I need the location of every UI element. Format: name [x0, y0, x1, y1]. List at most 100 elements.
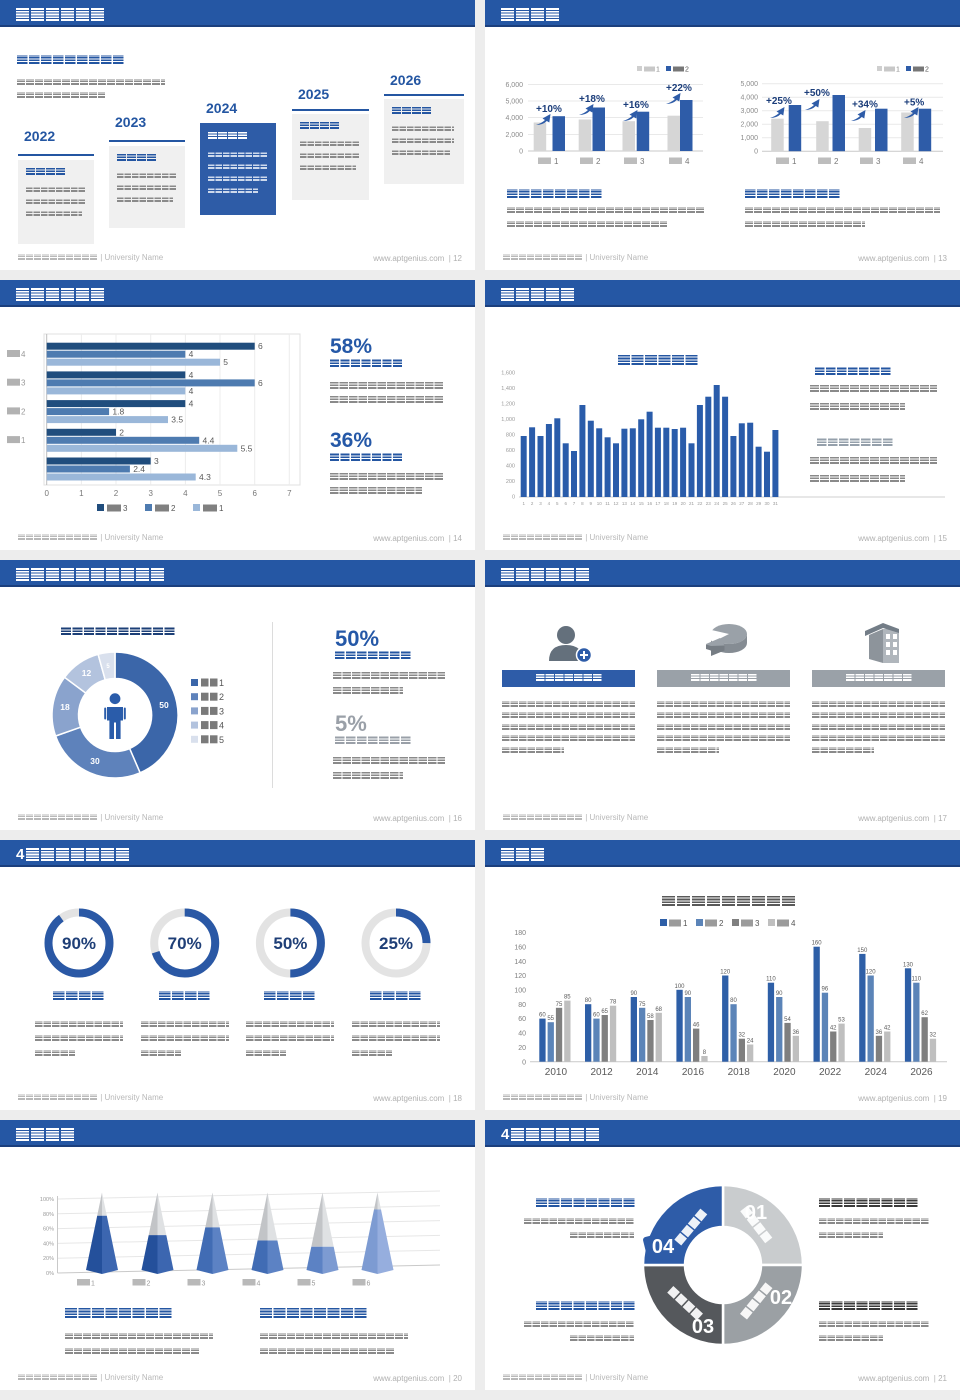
- svg-text:10: 10: [597, 501, 603, 506]
- svg-text:150: 150: [857, 948, 868, 954]
- svg-text:42: 42: [884, 1026, 891, 1032]
- svg-text:110: 110: [766, 977, 776, 983]
- svg-text:3: 3: [755, 919, 760, 928]
- svg-text:16: 16: [647, 501, 653, 506]
- svg-text:+18%: +18%: [579, 94, 605, 105]
- svg-text:0: 0: [522, 1059, 526, 1066]
- svg-text:2018: 2018: [728, 1067, 751, 1078]
- svg-text:+5%: +5%: [904, 98, 924, 109]
- svg-text:1,000: 1,000: [740, 135, 758, 142]
- svg-text:4: 4: [919, 157, 924, 166]
- svg-text:80: 80: [518, 1002, 526, 1009]
- svg-text:65: 65: [601, 1009, 608, 1015]
- svg-text:1,600: 1,600: [501, 371, 515, 377]
- svg-text:3,000: 3,000: [740, 108, 758, 115]
- svg-text:2: 2: [685, 67, 689, 74]
- svg-text:2022: 2022: [819, 1067, 842, 1078]
- svg-text:2: 2: [719, 919, 724, 928]
- svg-text:9: 9: [590, 501, 593, 506]
- svg-text:+50%: +50%: [804, 88, 830, 99]
- svg-text:50%: 50%: [273, 934, 307, 953]
- svg-text:1: 1: [79, 489, 84, 498]
- svg-text:3: 3: [123, 504, 128, 513]
- svg-text:2: 2: [925, 67, 929, 74]
- svg-text:130: 130: [903, 962, 914, 968]
- svg-text:50: 50: [159, 700, 169, 710]
- svg-text:90%: 90%: [62, 934, 96, 953]
- svg-text:4: 4: [219, 721, 224, 731]
- svg-text:42: 42: [830, 1026, 837, 1032]
- svg-text:120: 120: [514, 973, 526, 980]
- svg-text:23: 23: [706, 501, 712, 506]
- svg-text:80: 80: [585, 998, 592, 1004]
- svg-text:800: 800: [506, 433, 515, 439]
- svg-text:4: 4: [183, 489, 188, 498]
- svg-text:0: 0: [44, 489, 49, 498]
- svg-text:12: 12: [613, 501, 619, 506]
- svg-text:68: 68: [655, 1007, 662, 1013]
- svg-text:2: 2: [147, 1281, 151, 1288]
- svg-text:160: 160: [812, 941, 823, 947]
- svg-text:3.5: 3.5: [171, 415, 183, 425]
- svg-text:27: 27: [739, 501, 745, 506]
- svg-text:36: 36: [876, 1030, 883, 1036]
- svg-text:96: 96: [822, 987, 829, 993]
- svg-text:7: 7: [287, 489, 292, 498]
- svg-text:25: 25: [723, 501, 729, 506]
- svg-text:60: 60: [539, 1013, 546, 1019]
- svg-text:5: 5: [556, 501, 559, 506]
- svg-text:60: 60: [518, 1016, 526, 1023]
- svg-text:3: 3: [154, 456, 159, 466]
- svg-text:24: 24: [714, 501, 720, 506]
- svg-text:5,000: 5,000: [505, 99, 523, 106]
- svg-text:8: 8: [703, 1050, 707, 1056]
- svg-text:4: 4: [189, 349, 194, 359]
- svg-text:6: 6: [367, 1281, 371, 1288]
- svg-text:4: 4: [791, 919, 796, 928]
- svg-text:46: 46: [693, 1023, 700, 1029]
- svg-text:5,000: 5,000: [740, 81, 758, 88]
- svg-text:2: 2: [171, 504, 176, 513]
- svg-text:1: 1: [522, 501, 525, 506]
- svg-text:400: 400: [506, 464, 515, 470]
- svg-text:3: 3: [539, 501, 542, 506]
- svg-text:5: 5: [106, 664, 110, 670]
- svg-text:2010: 2010: [545, 1067, 568, 1078]
- svg-text:3: 3: [202, 1281, 206, 1288]
- svg-text:6: 6: [564, 501, 567, 506]
- svg-text:3: 3: [219, 706, 224, 716]
- svg-text:7: 7: [573, 501, 576, 506]
- svg-text:2: 2: [114, 489, 119, 498]
- svg-text:2020: 2020: [773, 1067, 796, 1078]
- svg-text:54: 54: [784, 1017, 791, 1023]
- svg-text:80: 80: [730, 998, 737, 1004]
- svg-text:04: 04: [652, 1236, 675, 1258]
- svg-text:1.8: 1.8: [112, 407, 124, 417]
- svg-text:12: 12: [82, 668, 92, 678]
- svg-text:1,200: 1,200: [501, 402, 515, 408]
- svg-text:6: 6: [258, 378, 263, 388]
- svg-text:600: 600: [506, 448, 515, 454]
- svg-text:30: 30: [764, 501, 770, 506]
- svg-text:3: 3: [640, 157, 645, 166]
- svg-text:5: 5: [219, 735, 224, 745]
- svg-text:62: 62: [921, 1011, 928, 1017]
- svg-text:75: 75: [556, 1002, 563, 1008]
- svg-text:1: 1: [792, 157, 797, 166]
- svg-text:4: 4: [189, 370, 194, 380]
- svg-text:2: 2: [834, 157, 839, 166]
- svg-text:85: 85: [564, 995, 571, 1001]
- svg-text:4: 4: [257, 1281, 261, 1288]
- svg-text:17: 17: [655, 501, 661, 506]
- svg-text:160: 160: [514, 944, 526, 951]
- svg-text:100: 100: [514, 988, 526, 995]
- svg-text:5: 5: [218, 489, 223, 498]
- svg-text:6: 6: [258, 341, 263, 351]
- svg-text:19: 19: [672, 501, 678, 506]
- svg-text:78: 78: [610, 1000, 617, 1006]
- svg-text:58: 58: [647, 1014, 654, 1020]
- svg-text:2: 2: [119, 427, 124, 437]
- svg-text:20: 20: [681, 501, 687, 506]
- svg-text:22: 22: [697, 501, 703, 506]
- svg-text:80%: 80%: [43, 1212, 54, 1218]
